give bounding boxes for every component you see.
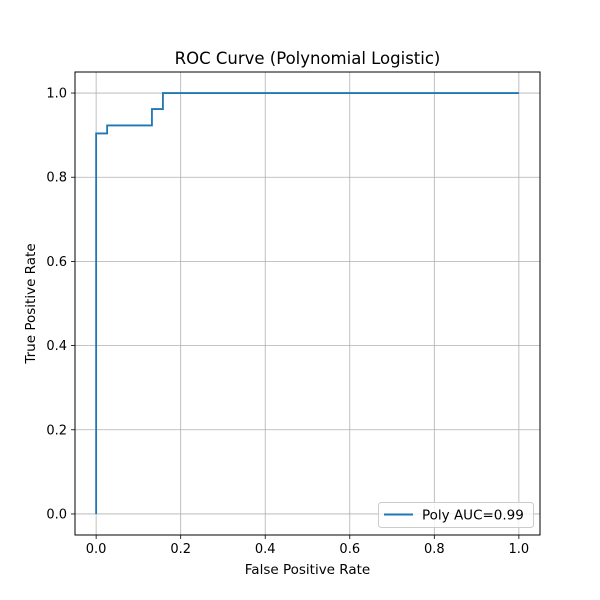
y-axis-ticks: 0.0 0.2 0.4 0.6 0.8 1.0 [46, 87, 75, 522]
chart-title: ROC Curve (Polynomial Logistic) [175, 49, 441, 68]
y-tick-label: 0.0 [46, 507, 67, 522]
y-tick-label: 1.0 [46, 87, 67, 102]
y-tick-label: 0.4 [46, 339, 67, 354]
legend: Poly AUC=0.99 [378, 502, 534, 528]
x-tick-label: 0.0 [86, 542, 107, 557]
legend-box [378, 502, 534, 528]
y-tick-label: 0.6 [46, 255, 67, 270]
x-axis-label: False Positive Rate [245, 562, 370, 578]
grid [75, 72, 540, 535]
legend-label: Poly AUC=0.99 [422, 508, 524, 524]
x-tick-label: 1.0 [509, 542, 530, 557]
y-axis-label: True Positive Rate [23, 243, 39, 364]
x-tick-label: 0.8 [424, 542, 445, 557]
roc-curve-line [95, 92, 519, 514]
x-axis-ticks: 0.0 0.2 0.4 0.6 0.8 1.0 [86, 535, 529, 557]
plot-frame [74, 71, 541, 536]
series-layer [95, 92, 519, 514]
y-tick-label: 0.2 [46, 423, 67, 438]
x-tick-label: 0.2 [170, 542, 191, 557]
y-tick-label: 0.8 [46, 171, 67, 186]
x-tick-label: 0.6 [339, 542, 360, 557]
x-tick-label: 0.4 [255, 542, 276, 557]
